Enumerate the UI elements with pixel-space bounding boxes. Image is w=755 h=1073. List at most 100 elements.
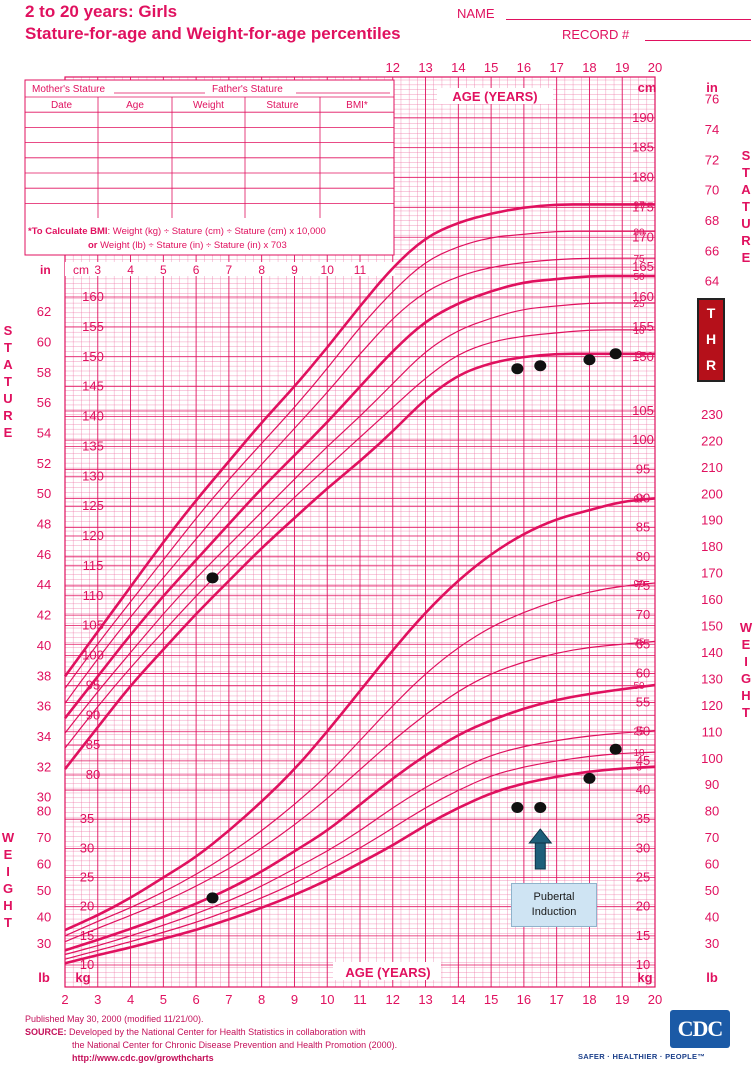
weight-kg-tick-right: 25	[636, 870, 650, 885]
weight-lb-tick-right: 180	[701, 539, 723, 554]
weight-letter-left: G	[3, 881, 13, 896]
stature-letter-left: T	[4, 340, 12, 355]
table-col-header: Date	[51, 100, 73, 111]
in-unit-right: in	[706, 80, 718, 95]
stature-in-tick-left: 46	[37, 547, 51, 562]
stature-letter-right: E	[742, 250, 751, 265]
weight-kg-tick-right: 85	[636, 520, 650, 535]
weight-letter-left: W	[2, 830, 15, 845]
weight-letter-left: H	[3, 898, 12, 913]
weight-letter-right: W	[740, 620, 753, 635]
stature-cm-tick-left: 150	[82, 349, 104, 364]
stature-percentile-97	[63, 203, 655, 678]
x-tick-top: 17	[549, 60, 563, 75]
x-tick-inner: 5	[160, 263, 167, 277]
stature-in-tick-left: 60	[37, 334, 51, 349]
weight-percentile-label: 50	[633, 681, 645, 692]
weight-letter-left: T	[4, 915, 12, 930]
x-tick-bottom: 5	[160, 992, 167, 1007]
weight-kg-tick-right: 70	[636, 607, 650, 622]
stature-letter-left: T	[4, 374, 12, 389]
weight-lb-tick-right: 120	[701, 698, 723, 713]
table-col-header: BMI*	[346, 100, 368, 111]
weight-measurement-point	[609, 743, 622, 755]
weight-percentile-90	[64, 582, 656, 937]
stature-letter-right: S	[742, 148, 751, 163]
stature-in-tick-left: 40	[37, 638, 51, 653]
weight-measurement-point	[206, 892, 219, 904]
stature-percentile-label: 3	[636, 350, 642, 361]
x-tick-bottom: 10	[320, 992, 334, 1007]
x-tick-bottom: 18	[582, 992, 596, 1007]
name-field-line[interactable]	[506, 19, 751, 20]
thr-badge: T H R	[697, 298, 725, 382]
stature-cm-tick-right: 190	[632, 110, 654, 125]
stature-cm-tick-left: 85	[86, 737, 100, 752]
stature-cm-tick-left: 140	[82, 409, 104, 424]
stature-in-tick-left: 62	[37, 304, 51, 319]
x-tick-bottom: 4	[127, 992, 134, 1007]
weight-measurement-point	[511, 802, 524, 814]
footer-url-link[interactable]: http://www.cdc.gov/growthcharts	[72, 1053, 214, 1063]
weight-letter-right: T	[742, 705, 750, 720]
arrow-head	[528, 828, 553, 844]
weight-lb-tick-right: 30	[705, 936, 719, 951]
weight-letter-right: I	[744, 654, 748, 669]
weight-lb-tick-right: 200	[701, 486, 723, 501]
stature-cm-tick-right: 160	[632, 289, 654, 304]
weight-percentile-label: 75	[633, 637, 645, 648]
stature-cm-tick-left: 130	[82, 468, 104, 483]
table-col-header: Weight	[193, 100, 224, 111]
footer-source-line2: the National Center for Chronic Disease …	[72, 1040, 398, 1050]
x-tick-inner: 9	[291, 263, 298, 277]
x-tick-top: 20	[648, 60, 662, 75]
x-tick-bottom: 15	[484, 992, 498, 1007]
weight-kg-tick-right: 95	[636, 461, 650, 476]
x-tick-inner: 4	[127, 263, 134, 277]
age-years-bottom: AGE (YEARS)	[345, 965, 430, 980]
kg-unit-right: kg	[637, 970, 652, 985]
stature-in-tick-right: 64	[705, 274, 719, 289]
weight-kg-tick-right: 105	[632, 403, 654, 418]
stature-in-tick-left: 54	[37, 425, 51, 440]
stature-letter-right: A	[741, 182, 751, 197]
weight-percentile-label: 97	[633, 494, 645, 505]
stature-letter-left: U	[3, 391, 12, 406]
weight-lb-tick-right: 130	[701, 671, 723, 686]
stature-measurement-point	[583, 354, 596, 366]
weight-measurement-point	[583, 772, 596, 784]
stature-percentile-label: 97	[633, 200, 645, 211]
stature-measurement-point	[609, 348, 622, 360]
arrow-shaft	[534, 841, 546, 870]
name-label: NAME	[457, 6, 495, 21]
weight-percentile-label: 3	[636, 763, 642, 774]
weight-percentile-10	[64, 751, 656, 960]
chart-subtitle: Stature-for-age and Weight-for-age perce…	[25, 24, 401, 43]
weight-letter-right: E	[742, 637, 751, 652]
weight-kg-tick-right: 80	[636, 549, 650, 564]
weight-lb-tick-left: 70	[37, 830, 51, 845]
x-tick-top: 14	[451, 60, 465, 75]
weight-lb-tick-right: 60	[705, 857, 719, 872]
x-tick-bottom: 2	[61, 992, 68, 1007]
stature-in-tick-left: 34	[37, 729, 51, 744]
x-tick-top: 18	[582, 60, 596, 75]
weight-percentile-label: 10	[633, 748, 645, 759]
cm-unit-right: cm	[638, 80, 657, 95]
weight-letter-right: H	[741, 688, 750, 703]
weight-lb-tick-right: 170	[701, 566, 723, 581]
record-field-line[interactable]	[645, 40, 751, 41]
stature-percentile-label: 50	[633, 272, 645, 283]
stature-measurement-point	[206, 572, 219, 584]
stature-measurement-point	[534, 360, 547, 372]
stature-cm-tick-left: 115	[83, 558, 104, 573]
lb-unit-right: lb	[706, 970, 718, 985]
stature-cm-tick-left: 160	[82, 289, 104, 304]
weight-kg-tick-right: 20	[636, 899, 650, 914]
x-tick-top: 12	[386, 60, 400, 75]
x-tick-bottom: 9	[291, 992, 298, 1007]
weight-kg-tick-left: 20	[80, 899, 94, 914]
x-tick-bottom: 6	[192, 992, 199, 1007]
